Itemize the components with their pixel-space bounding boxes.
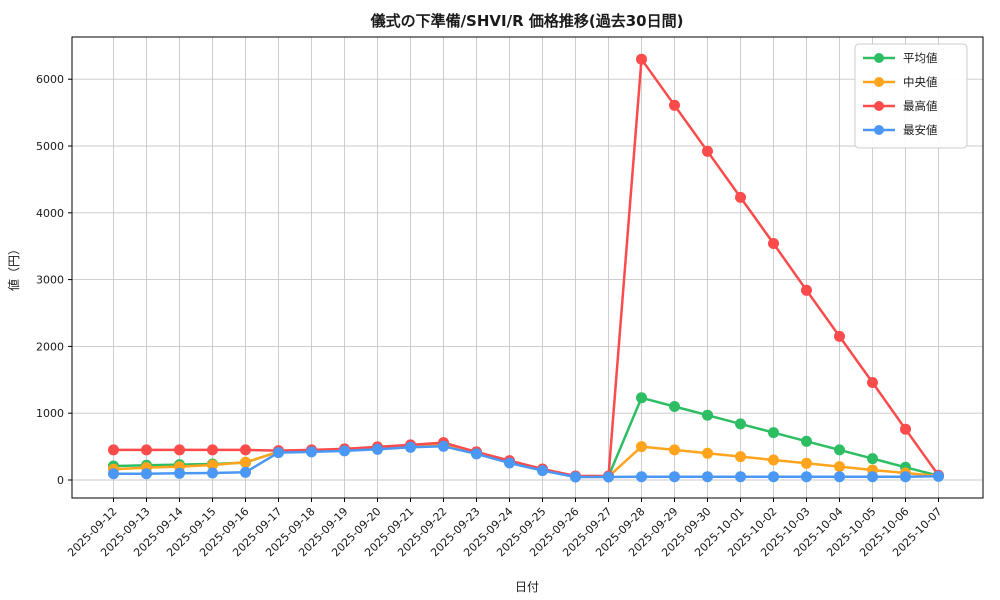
data-point xyxy=(141,468,152,480)
data-point xyxy=(900,471,911,483)
data-point xyxy=(801,457,812,469)
data-point xyxy=(504,457,515,469)
data-point xyxy=(768,427,779,439)
y-tick-label: 1000 xyxy=(36,407,64,420)
data-point xyxy=(405,441,416,453)
plot-border xyxy=(71,36,984,499)
data-point xyxy=(768,454,779,466)
data-point xyxy=(867,471,878,483)
data-point xyxy=(834,461,845,473)
data-point xyxy=(669,99,680,111)
legend-label: 最安値 xyxy=(903,123,938,137)
legend-label: 最高値 xyxy=(903,99,938,113)
data-point xyxy=(834,471,845,483)
data-point xyxy=(240,466,251,478)
chart-title: 儀式の下準備/SHVI/R 価格推移(過去30日間) xyxy=(370,12,684,30)
data-point xyxy=(834,330,845,342)
data-point xyxy=(933,470,944,482)
legend-marker-icon xyxy=(874,77,884,87)
data-point xyxy=(240,444,251,456)
y-tick-label: 3000 xyxy=(36,274,64,287)
data-point xyxy=(900,423,911,435)
data-point xyxy=(174,444,185,456)
y-tick-label: 6000 xyxy=(36,73,64,86)
y-tick-label: 0 xyxy=(57,474,64,487)
data-point xyxy=(108,444,119,456)
data-point xyxy=(801,435,812,447)
legend-label: 平均値 xyxy=(903,51,938,65)
data-point xyxy=(735,191,746,203)
data-point xyxy=(801,471,812,483)
data-point xyxy=(636,392,647,404)
data-point xyxy=(636,471,647,483)
data-point xyxy=(141,444,152,456)
data-point xyxy=(174,467,185,479)
data-point xyxy=(108,468,119,480)
series-2 xyxy=(108,53,944,482)
legend-item-0: 平均値 xyxy=(863,51,938,65)
data-point xyxy=(273,447,284,459)
y-tick-label: 2000 xyxy=(36,340,64,353)
data-point xyxy=(471,448,482,460)
data-point xyxy=(702,471,713,483)
data-point xyxy=(306,446,317,458)
data-point xyxy=(570,471,581,483)
data-point xyxy=(768,471,779,483)
legend-item-2: 最高値 xyxy=(863,99,938,113)
y-axis-label: 値（円） xyxy=(6,243,21,291)
series-3 xyxy=(108,440,944,483)
grid-lines xyxy=(72,37,983,498)
data-point xyxy=(702,145,713,157)
legend-item-3: 最安値 xyxy=(863,123,938,137)
data-point xyxy=(735,471,746,483)
data-point xyxy=(669,471,680,483)
data-point xyxy=(438,440,449,452)
data-point xyxy=(735,418,746,430)
data-point xyxy=(537,465,548,477)
y-tick-label: 5000 xyxy=(36,140,64,153)
data-point xyxy=(207,459,218,471)
series-0 xyxy=(108,392,944,482)
data-point xyxy=(867,377,878,388)
axis-ticks xyxy=(68,78,939,502)
data-point xyxy=(702,447,713,459)
legend-marker-icon xyxy=(874,125,884,135)
data-point xyxy=(669,444,680,456)
data-point xyxy=(867,453,878,465)
data-point xyxy=(207,444,218,456)
data-point xyxy=(801,284,812,296)
legend-item-1: 中央値 xyxy=(863,75,938,89)
legend-label: 中央値 xyxy=(903,75,938,89)
data-point xyxy=(372,443,383,455)
data-point xyxy=(768,238,779,249)
data-point xyxy=(735,451,746,463)
data-point xyxy=(636,441,647,453)
legend-marker-icon xyxy=(874,101,884,111)
data-point xyxy=(669,401,680,412)
data-point xyxy=(702,409,713,421)
y-tick-label: 4000 xyxy=(36,207,64,220)
data-point xyxy=(636,53,647,65)
x-axis-label: 日付 xyxy=(515,580,539,594)
data-point xyxy=(603,471,614,483)
data-point xyxy=(339,445,350,457)
legend-marker-icon xyxy=(874,53,884,63)
data-point xyxy=(207,467,218,479)
data-point xyxy=(834,444,845,456)
data-point xyxy=(240,456,251,468)
